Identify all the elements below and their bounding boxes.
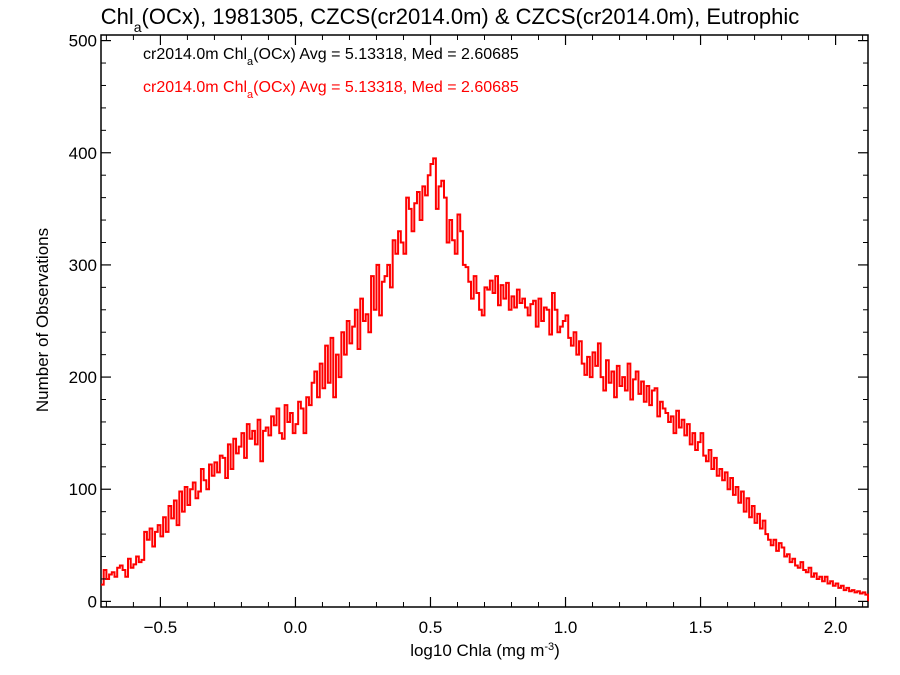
y-axis-title: Number of Observations bbox=[33, 228, 52, 412]
x-tick-label: 1.5 bbox=[689, 618, 713, 637]
y-tick-label: 100 bbox=[69, 480, 97, 499]
y-tick-label: 300 bbox=[69, 256, 97, 275]
x-tick-label: −0.5 bbox=[144, 618, 178, 637]
x-tick-label: 0.5 bbox=[419, 618, 443, 637]
legend-entry-red: cr2014.0m Chla(OCx) Avg = 5.13318, Med =… bbox=[143, 79, 519, 101]
x-axis-title: log10 Chla (mg m-3) bbox=[410, 641, 560, 660]
ticks-layer: −0.5 0.0 0.5 1.0 1.5 2.0 0 100 200 300 400 500 bbox=[69, 32, 868, 637]
legend-entry-black: cr2014.0m Chla(OCx) Avg = 5.13318, Med =… bbox=[143, 46, 519, 68]
x-tick-label: 1.0 bbox=[554, 618, 578, 637]
series-layer bbox=[101, 157, 869, 602]
plot-area bbox=[100, 34, 869, 608]
x-tick-label: 0.0 bbox=[284, 618, 308, 637]
y-tick-label: 400 bbox=[69, 144, 97, 163]
histogram-series-0 bbox=[101, 157, 869, 602]
y-tick-label: 200 bbox=[69, 368, 97, 387]
x-tick-label: 2.0 bbox=[824, 618, 848, 637]
y-tick-label: 500 bbox=[69, 32, 97, 51]
y-tick-label: 0 bbox=[88, 592, 97, 611]
chart-title: Chla(OCx), 1981305, CZCS(cr2014.0m) & CZ… bbox=[101, 4, 800, 35]
